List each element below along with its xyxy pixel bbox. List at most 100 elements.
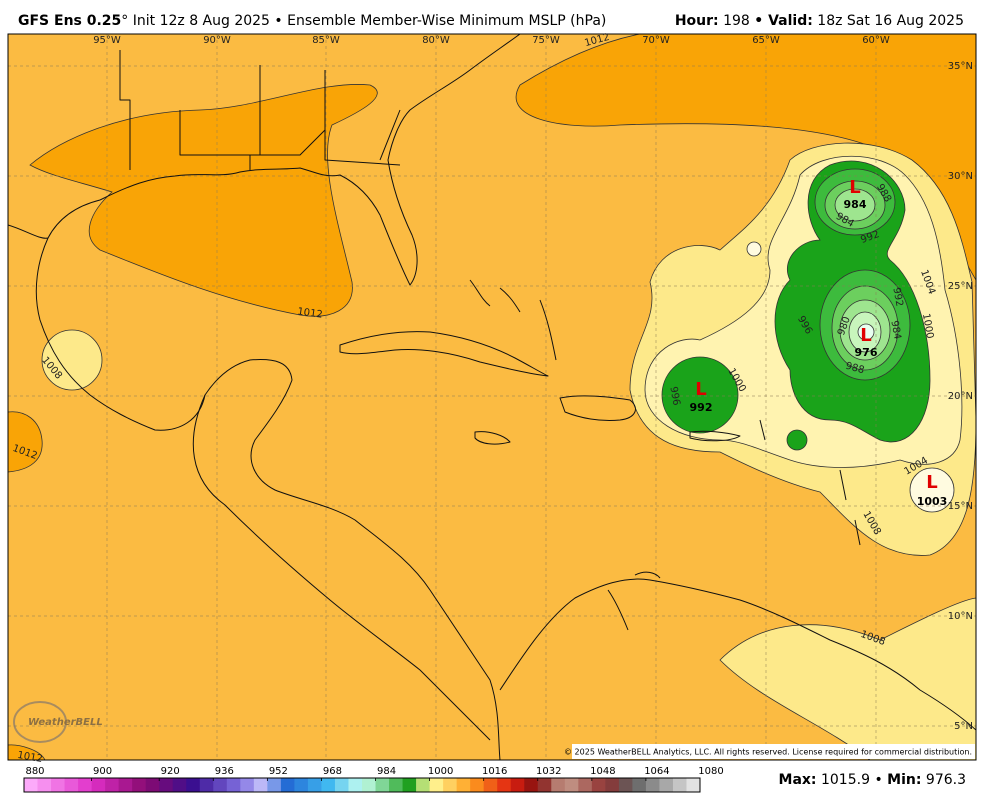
longitude-label: 65°W (752, 35, 780, 46)
colorbar-cell (362, 778, 377, 792)
colorbar-cell (118, 778, 133, 792)
colorbar-tick-label: 880 (25, 766, 44, 777)
latitude-label: 25°N (948, 281, 973, 292)
colorbar-tick-label: 1016 (482, 766, 507, 777)
colorbar-cell (307, 778, 322, 792)
longitude-label: 90°W (203, 35, 231, 46)
colorbar-cell (416, 778, 431, 792)
colorbar-tick-label: 1048 (590, 766, 615, 777)
colorbar-cell (64, 778, 79, 792)
latitude-label: 35°N (948, 61, 973, 72)
latitude-label: 30°N (948, 171, 973, 182)
colorbar-cell (672, 778, 687, 792)
low-pressure: 984 (844, 198, 867, 211)
colorbar-tick-label: 1000 (428, 766, 453, 777)
colorbar-cell (605, 778, 620, 792)
colorbar-cell (551, 778, 566, 792)
colorbar-cell (497, 778, 512, 792)
low-pressure: 1003 (917, 495, 948, 508)
map-frame (7, 33, 977, 761)
longitude-label: 95°W (93, 35, 121, 46)
colorbar-cell (632, 778, 647, 792)
contour-label: 984 (888, 320, 902, 341)
colorbar-cell (686, 778, 701, 792)
colorbar-cell (159, 778, 174, 792)
logo-text: WeatherBELL (28, 717, 103, 728)
low-region (786, 429, 808, 451)
colorbar-cell (132, 778, 147, 792)
colorbar-tick-label: 1064 (644, 766, 669, 777)
colorbar-cell (253, 778, 268, 792)
contour-label: 1000 (920, 313, 935, 340)
colorbar-tick-label: 968 (323, 766, 342, 777)
colorbar-cell (321, 778, 336, 792)
valid-label: • Valid: (754, 13, 813, 29)
coastlines (8, 34, 976, 760)
colorbar-tick-label: 920 (161, 766, 180, 777)
degree: ° (121, 13, 128, 29)
colorbar-cell (375, 778, 390, 792)
colorbar-cell (537, 778, 552, 792)
colorbar-cell (213, 778, 228, 792)
low-centers: L 984 L 976 L 992 L 1003 (690, 177, 948, 508)
colorbar-tick-label: 900 (93, 766, 112, 777)
colorbar: 880 900 920 936 952 968 984 1000 1016 1032 1048 106… (23, 766, 724, 793)
latitude-label: 10°N (948, 611, 973, 622)
colorbar-cell (470, 778, 485, 792)
colorbar-cell (483, 778, 498, 792)
colorbar-cell (145, 778, 160, 792)
longitude-label: 80°W (422, 35, 450, 46)
colorbar-cell (591, 778, 606, 792)
colorbar-cell (37, 778, 52, 792)
low-region (746, 241, 762, 257)
latitude-label: 15°N (948, 501, 973, 512)
colorbar-cell (240, 778, 255, 792)
footer: Max: 1015.9 • Min: 976.3 (779, 772, 966, 788)
latitude-label: 5°N (954, 721, 973, 732)
colorbar-tick-label: 1032 (536, 766, 561, 777)
low-region (41, 329, 103, 391)
low-symbol: L (926, 472, 937, 493)
low-region (857, 323, 875, 341)
colorbar-cell (24, 778, 39, 792)
min-value: 976.3 (926, 772, 966, 788)
colorbar-cell (564, 778, 579, 792)
colorbar-cell (578, 778, 593, 792)
low-symbol: L (695, 379, 706, 400)
latitude-label: 20°N (948, 391, 973, 402)
colorbar-cell (267, 778, 282, 792)
low-region (834, 188, 876, 222)
colorbar-cell (645, 778, 660, 792)
high-region (8, 411, 43, 473)
max-label: Max: (779, 772, 817, 788)
hour: 198 (723, 13, 750, 29)
separator: • (874, 772, 882, 788)
low-symbol: L (849, 177, 860, 198)
colorbar-cell (51, 778, 66, 792)
colorbar-cell (105, 778, 120, 792)
contour-label: 992 (890, 287, 904, 308)
longitude-label: 75°W (532, 35, 560, 46)
hour-label: Hour: (675, 13, 719, 29)
colorbar-cell (199, 778, 214, 792)
colorbar-cell (618, 778, 633, 792)
copyright: © 2025 WeatherBELL Analytics, LLC. All r… (564, 748, 972, 757)
colorbar-cell (524, 778, 539, 792)
low-symbol: L (860, 325, 871, 346)
colorbar-cell (402, 778, 417, 792)
colorbar-cell (389, 778, 404, 792)
colorbar-tick-label: 984 (377, 766, 396, 777)
colorbar-cell (294, 778, 309, 792)
colorbar-cell (334, 778, 349, 792)
graticule (8, 34, 976, 760)
model: GFS Ens 0.25 (18, 13, 121, 29)
high-region (8, 744, 46, 760)
min-label: Min: (887, 772, 921, 788)
colorbar-tick-label: 936 (215, 766, 234, 777)
contour-label: 1012 (297, 306, 324, 320)
copyright-box (572, 744, 975, 759)
low-region (719, 597, 976, 760)
valid: 18z Sat 16 Aug 2025 (817, 13, 964, 29)
colorbar-cell (443, 778, 458, 792)
